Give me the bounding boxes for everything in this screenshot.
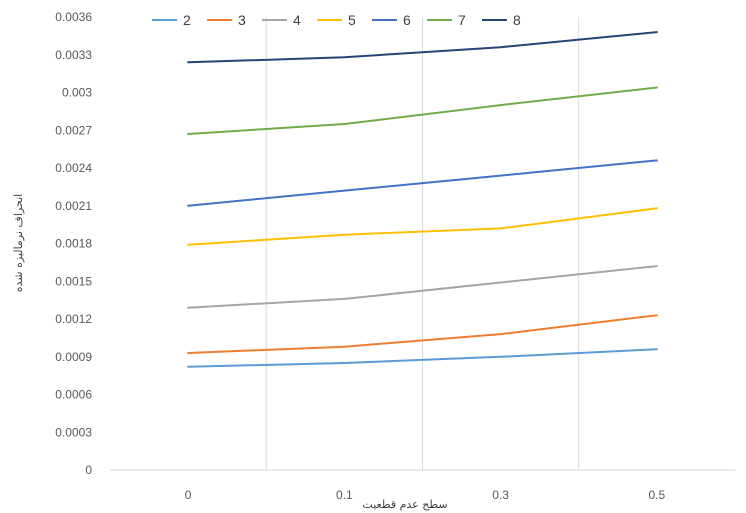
axes: 0 0.0003 0.0006 0.0009 0.0012 0.0015 0.0018 0.0… xyxy=(55,10,735,502)
y-tick-label: 0.0021 xyxy=(55,199,92,213)
series-line-6 xyxy=(187,159,658,207)
series-line-3 xyxy=(187,314,658,354)
gridlines xyxy=(265,17,580,470)
y-tick-label: 0.0018 xyxy=(55,237,92,251)
y-tick-label: 0.0012 xyxy=(55,312,92,326)
y-tick-label: 0.0024 xyxy=(55,161,92,175)
series-line-8 xyxy=(187,31,658,64)
y-tick-label: 0.0006 xyxy=(55,388,92,402)
legend-label-2: 2 xyxy=(183,12,191,28)
legend-label-6: 6 xyxy=(403,12,411,28)
legend-label-7: 7 xyxy=(458,12,466,28)
series-line-7 xyxy=(187,86,658,135)
x-tick-label: 0 xyxy=(185,488,192,502)
series-line-4 xyxy=(187,265,658,309)
x-axis-title: سطح عدم قطعیت xyxy=(362,498,447,511)
series-line-5 xyxy=(187,207,658,246)
y-axis-title: انحراف نرمالیزه شده xyxy=(12,194,25,292)
x-tick-label: 0.3 xyxy=(492,488,509,502)
legend-label-5: 5 xyxy=(348,12,356,28)
legend-label-4: 4 xyxy=(293,12,301,28)
series-line-2 xyxy=(187,348,658,368)
legend-label-8: 8 xyxy=(513,12,521,28)
y-tick-label: 0.0033 xyxy=(55,48,92,62)
x-tick-label: 0.1 xyxy=(336,488,353,502)
y-tick-label: 0.003 xyxy=(62,86,92,100)
y-tick-label: 0.0027 xyxy=(55,123,92,137)
series-lines xyxy=(187,31,658,368)
x-tick-label: 0.5 xyxy=(649,488,666,502)
y-tick-label: 0.0009 xyxy=(55,350,92,364)
y-tick-label: 0.0036 xyxy=(55,10,92,24)
legend-label-3: 3 xyxy=(238,12,246,28)
y-tick-label: 0 xyxy=(85,463,92,477)
y-tick-label: 0.0015 xyxy=(55,274,92,288)
legend: 2 3 4 5 6 7 8 xyxy=(152,12,521,28)
y-tick-label: 0.0003 xyxy=(55,425,92,439)
